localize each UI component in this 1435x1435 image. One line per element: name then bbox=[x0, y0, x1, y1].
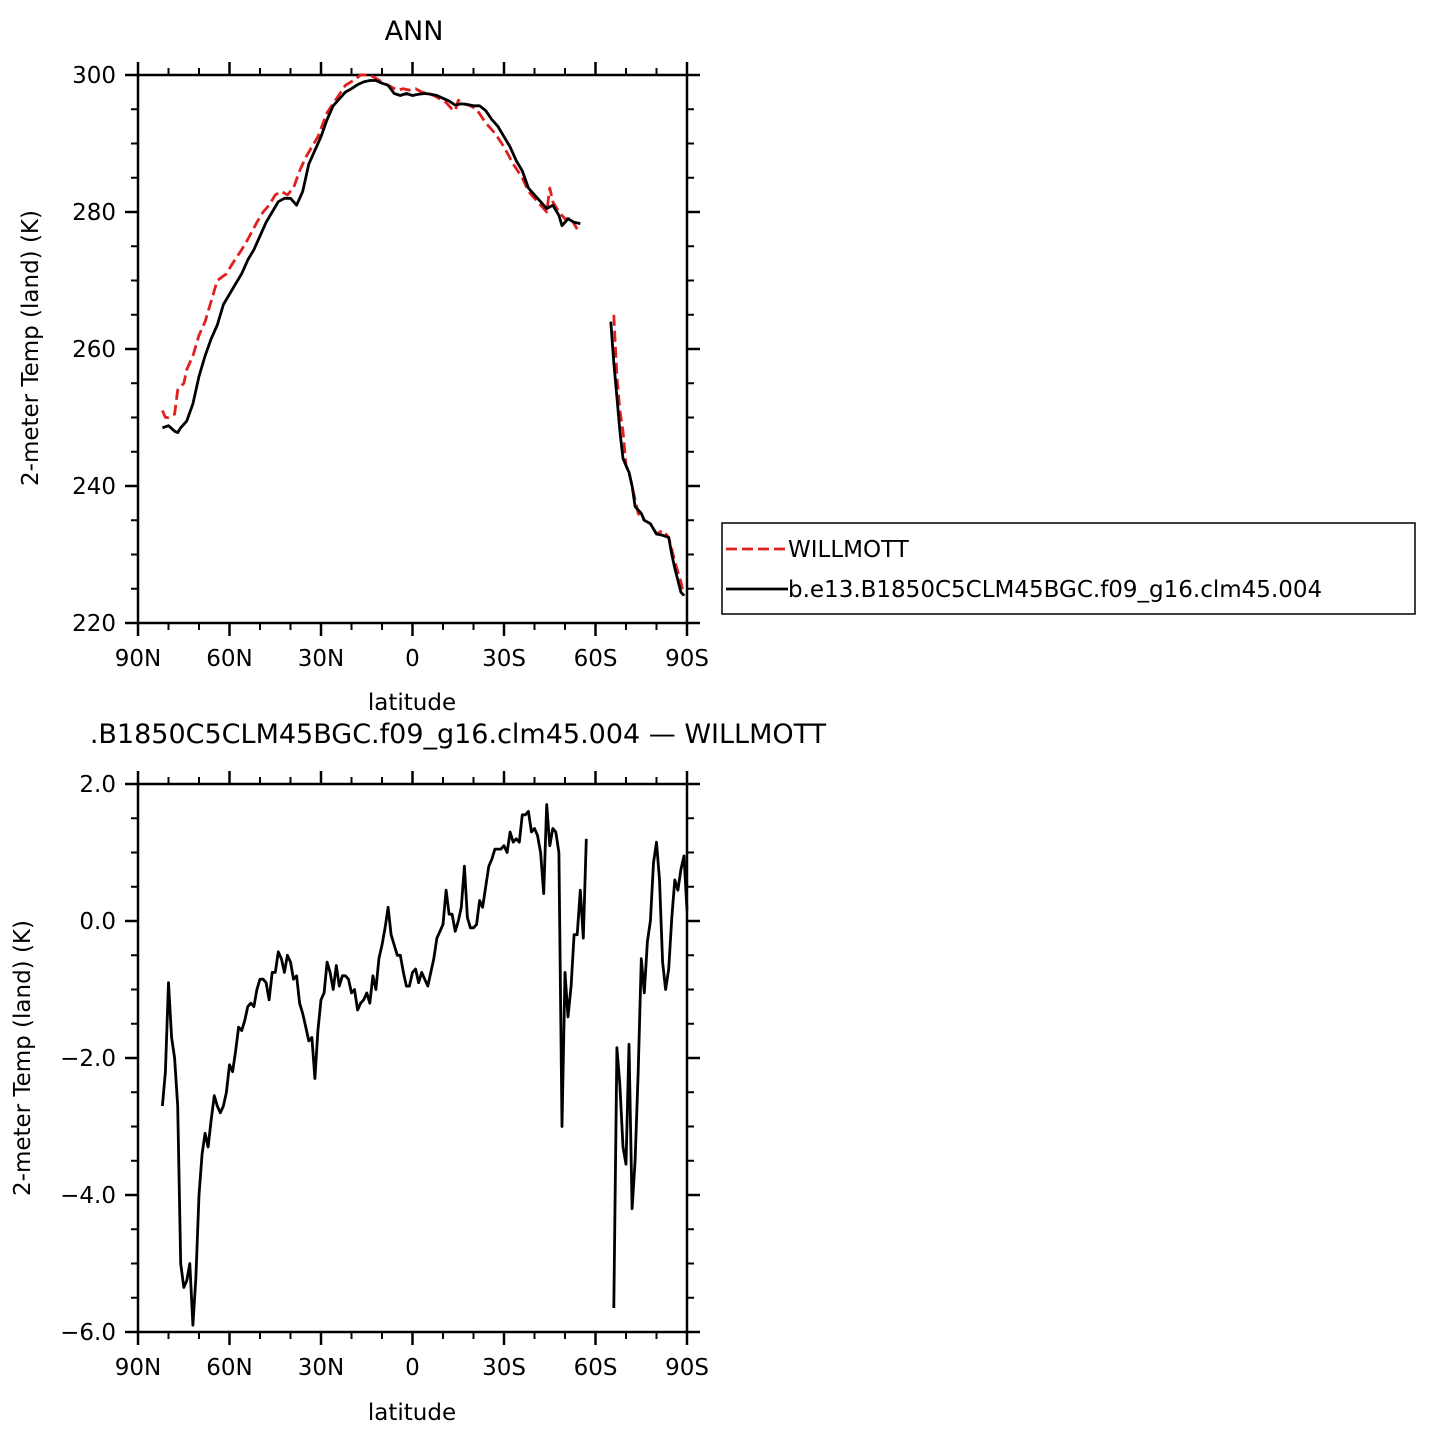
legend-label-1: b.e13.B1850C5CLM45BGC.f09_g16.clm45.004 bbox=[788, 577, 1322, 603]
top-y-axis-label: 2-meter Temp (land) (K) bbox=[18, 210, 44, 486]
top-chart-title: ANN bbox=[385, 16, 444, 47]
x-tick-label: 30S bbox=[482, 1355, 526, 1381]
x-tick-label: 60N bbox=[206, 1355, 252, 1381]
bottom-chart-title: .B1850C5CLM45BGC.f09_g16.clm45.004 — WIL… bbox=[90, 719, 827, 750]
top-x-axis-label: latitude bbox=[368, 690, 456, 716]
y-tick-label: 240 bbox=[72, 474, 116, 500]
legend-label-0: WILLMOTT bbox=[788, 537, 910, 563]
x-tick-label: 30S bbox=[482, 646, 526, 672]
x-tick-label: 0 bbox=[405, 646, 420, 672]
plot-frame bbox=[136, 73, 689, 625]
legend-box bbox=[721, 522, 1416, 615]
plot-frame bbox=[136, 782, 689, 1334]
bottom-panel: .B1850C5CLM45BGC.f09_g16.clm45.004 — WIL… bbox=[10, 719, 827, 1426]
y-tick-label: 2.0 bbox=[79, 772, 116, 798]
top-panel: ANN latitude 2-meter Temp (land) (K) 90N… bbox=[18, 16, 1416, 716]
x-tick-label: 60N bbox=[206, 646, 252, 672]
series-line-0-segment-0 bbox=[161, 803, 588, 1327]
x-tick-label: 90N bbox=[115, 646, 161, 672]
bottom-x-axis-label: latitude bbox=[368, 1400, 456, 1426]
x-tick-label: 60S bbox=[574, 646, 618, 672]
bottom-y-axis-label: 2-meter Temp (land) (K) bbox=[10, 920, 36, 1196]
x-tick-label: 30N bbox=[298, 646, 344, 672]
y-tick-label: −4.0 bbox=[60, 1183, 116, 1209]
y-tick-label: 300 bbox=[72, 63, 116, 89]
y-tick-label: 260 bbox=[72, 337, 116, 363]
x-tick-label: 60S bbox=[574, 1355, 618, 1381]
y-tick-label: −2.0 bbox=[60, 1046, 116, 1072]
y-tick-label: 0.0 bbox=[79, 909, 116, 935]
x-tick-label: 30N bbox=[298, 1355, 344, 1381]
x-tick-label: 90S bbox=[665, 646, 709, 672]
x-tick-label: 90S bbox=[665, 1355, 709, 1381]
series-line-0-segment-0 bbox=[161, 73, 579, 419]
x-tick-label: 90N bbox=[115, 1355, 161, 1381]
y-tick-label: −6.0 bbox=[60, 1320, 116, 1346]
series-line-0-segment-1 bbox=[612, 314, 686, 596]
series-line-1-segment-1 bbox=[609, 321, 686, 597]
y-tick-label: 220 bbox=[72, 611, 116, 637]
y-tick-label: 280 bbox=[72, 200, 116, 226]
x-tick-label: 0 bbox=[405, 1355, 420, 1381]
series-line-0-segment-1 bbox=[612, 840, 689, 1309]
series-line-1-segment-0 bbox=[161, 79, 581, 435]
legend: WILLMOTT b.e13.B1850C5CLM45BGC.f09_g16.cl… bbox=[721, 522, 1416, 615]
